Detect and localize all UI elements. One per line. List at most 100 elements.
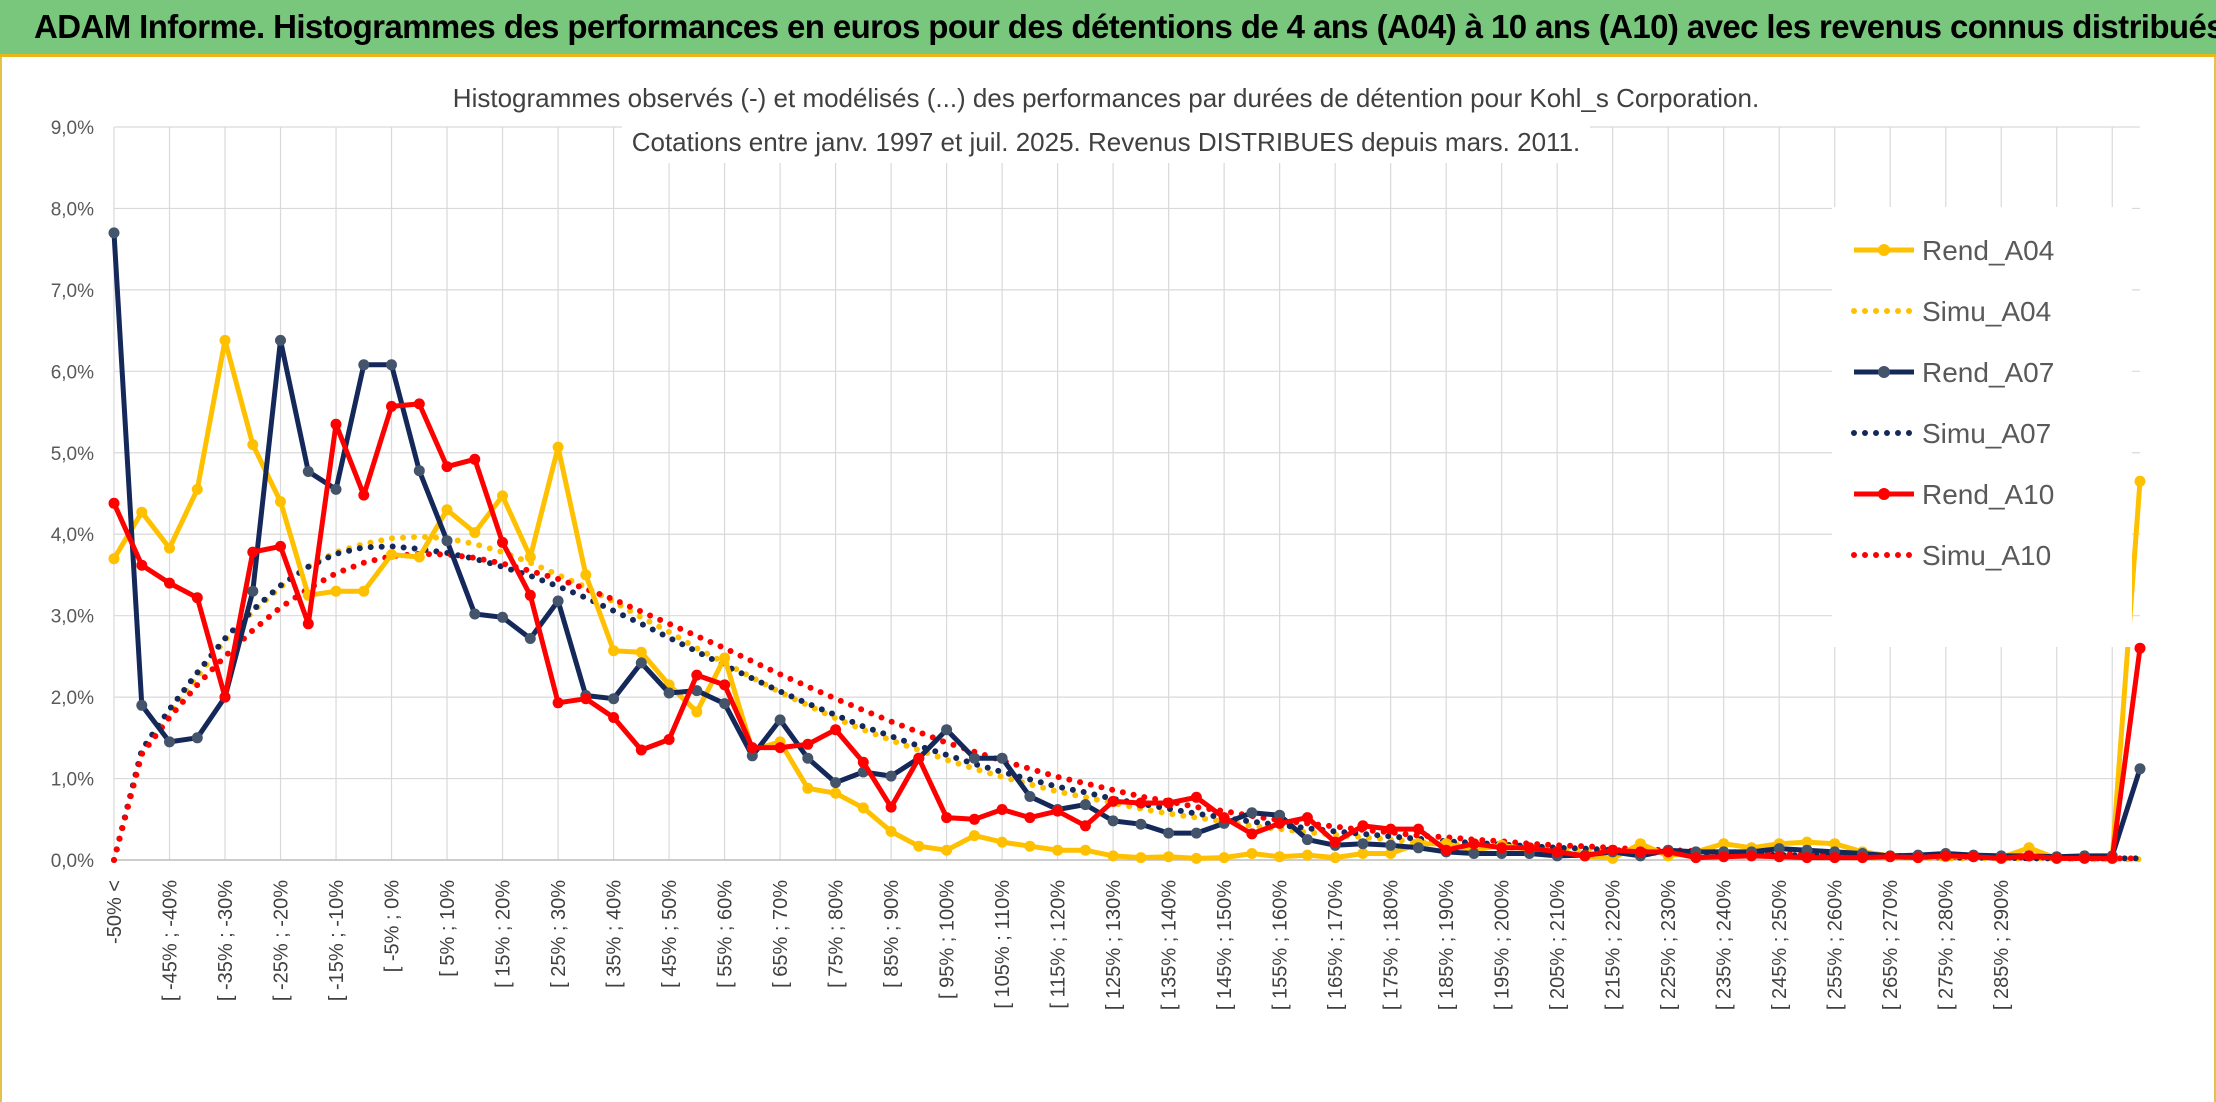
data-point-Rend_A04 (608, 645, 620, 657)
data-point-Rend_A10 (746, 742, 758, 754)
x-tick-label: [ -35% ; -30% (215, 880, 237, 1001)
data-point-Rend_A10 (1884, 851, 1896, 863)
data-point-Rend_A04 (635, 646, 647, 658)
data-point-Rend_A04 (1052, 844, 1064, 856)
data-point-Rend_A04 (164, 542, 175, 554)
x-tick-label: [ 45% ; 50% (659, 880, 681, 988)
chart-title: Histogrammes observés (-) et modélisés (… (453, 83, 1759, 113)
data-point-Rend_A10 (1412, 823, 1424, 835)
data-point-Rend_A04 (330, 585, 342, 597)
x-tick-label: [ 35% ; 40% (604, 880, 626, 988)
legend-label: Simu_A04 (1922, 296, 2051, 327)
data-point-Rend_A10 (358, 489, 370, 501)
data-point-Rend_A10 (275, 540, 286, 552)
x-tick-label: [ 225% ; 230% (1658, 880, 1680, 1010)
data-point-Rend_A07 (275, 334, 286, 346)
x-tick-label: [ 15% ; 20% (493, 880, 515, 988)
data-point-Rend_A07 (1773, 843, 1785, 855)
data-point-Rend_A07 (941, 724, 953, 736)
chart-frame: 0,0% 1,0% 2,0% 3,0% 4,0% 5,0% 6,0% 7,0% 8,0% 9,0%… (0, 57, 2216, 1102)
report-title: ADAM Informe. Histogrammes des performan… (34, 8, 2216, 45)
data-point-Rend_A07 (1274, 809, 1286, 821)
data-point-Rend_A04 (358, 585, 370, 597)
data-point-Rend_A04 (885, 826, 897, 837)
data-point-Rend_A10 (1329, 836, 1341, 848)
x-tick-label: [ 175% ; 180% (1381, 880, 1403, 1010)
data-point-Rend_A07 (469, 608, 481, 620)
data-point-Rend_A04 (413, 551, 425, 563)
data-point-Rend_A07 (164, 736, 175, 748)
data-point-Rend_A10 (441, 461, 453, 473)
legend-background (1832, 207, 2132, 647)
data-point-Rend_A10 (1912, 852, 1924, 864)
data-point-Rend_A10 (1024, 812, 1036, 824)
data-point-Rend_A04 (1829, 838, 1841, 850)
y-tick-label: 9,0% (51, 118, 94, 139)
data-point-Rend_A07 (774, 714, 786, 726)
x-tick-label: [ 255% ; 260% (1825, 880, 1847, 1010)
data-point-Rend_A04 (386, 549, 397, 561)
data-point-Rend_A10 (608, 712, 620, 723)
x-tick-label: [ -45% ; -40% (160, 880, 182, 1001)
data-point-Rend_A07 (1468, 848, 1480, 859)
data-point-Rend_A07 (330, 483, 342, 495)
y-tick-label: 3,0% (51, 607, 94, 628)
x-tick-label: [ 105% ; 110% (992, 880, 1014, 1009)
data-point-Rend_A04 (219, 334, 231, 346)
x-tick-label: [ -5% ; 0% (382, 880, 404, 972)
data-point-Rend_A10 (1301, 812, 1313, 824)
data-point-Rend_A10 (413, 398, 425, 410)
series-line-Simu_A04 (111, 533, 2143, 863)
data-point-Rend_A04 (191, 483, 203, 495)
x-tick-label: [ 205% ; 210% (1547, 880, 1569, 1010)
data-point-Rend_A04 (913, 840, 925, 852)
data-point-Rend_A07 (1107, 815, 1119, 827)
data-point-Rend_A07 (1357, 838, 1369, 850)
data-point-Rend_A04 (2134, 475, 2146, 487)
data-point-Rend_A10 (1357, 820, 1369, 832)
data-point-Rend_A07 (1135, 818, 1147, 830)
data-point-Rend_A07 (691, 685, 703, 697)
x-tick-label: [ 95% ; 100% (937, 880, 959, 999)
data-point-Rend_A10 (524, 589, 536, 601)
data-point-Rend_A10 (941, 812, 953, 824)
data-point-Rend_A07 (635, 657, 647, 669)
x-tick-label: [ 55% ; 60% (715, 880, 737, 988)
data-point-Rend_A04 (1246, 848, 1258, 859)
data-point-Rend_A04 (802, 782, 814, 794)
data-point-Rend_A10 (1385, 823, 1397, 835)
data-point-Rend_A10 (1662, 846, 1674, 858)
legend-label: Rend_A04 (1922, 235, 2054, 266)
data-point-Rend_A10 (719, 679, 731, 691)
data-point-Rend_A04 (1801, 836, 1813, 848)
data-point-Rend_A04 (1107, 850, 1119, 862)
data-point-Rend_A04 (580, 569, 592, 581)
subtitle-background (622, 121, 1590, 163)
title-background (430, 77, 1782, 119)
x-axis-ticks: -50% < [ -45% ; -40% [ -35% ; -30% [ -25% ;… (104, 880, 2013, 1010)
data-point-Rend_A10 (913, 752, 925, 764)
data-point-Rend_A10 (1274, 817, 1286, 829)
data-point-Rend_A07 (830, 777, 842, 789)
legend-label: Rend_A10 (1922, 479, 2054, 510)
legend-label: Simu_A10 (1922, 540, 2051, 571)
data-point-Rend_A10 (2079, 852, 2090, 864)
legend-marker (1878, 488, 1890, 500)
x-tick-label: [ 195% ; 200% (1492, 880, 1514, 1010)
x-tick-label: [ 75% ; 80% (826, 880, 848, 988)
x-tick-label: [ 265% ; 270% (1880, 880, 1902, 1010)
x-tick-label: -50% < (104, 880, 126, 944)
x-tick-label: [ 245% ; 250% (1769, 880, 1791, 1010)
data-point-Rend_A04 (1218, 852, 1230, 864)
data-point-Rend_A10 (497, 536, 508, 548)
data-point-Rend_A07 (1079, 799, 1091, 811)
data-point-Rend_A10 (1052, 805, 1064, 817)
x-tick-label: [ 125% ; 130% (1103, 880, 1125, 1010)
data-point-Rend_A10 (1940, 850, 1952, 862)
data-point-Rend_A07 (746, 750, 758, 762)
data-point-Rend_A10 (996, 804, 1008, 815)
data-point-Rend_A04 (1385, 848, 1397, 859)
data-point-Rend_A07 (885, 770, 897, 782)
x-tick-label: [ 215% ; 220% (1603, 880, 1625, 1010)
x-tick-label: [ 165% ; 170% (1325, 880, 1347, 1010)
